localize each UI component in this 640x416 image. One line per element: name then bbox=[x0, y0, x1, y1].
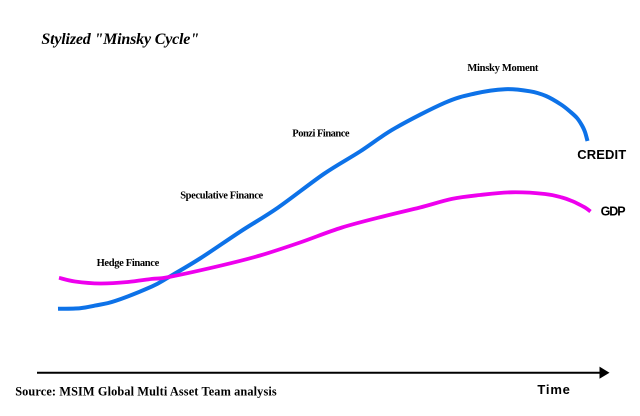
svg-text:Minsky Moment: Minsky Moment bbox=[467, 63, 539, 74]
svg-text:Stylized "Minsky Cycle": Stylized "Minsky Cycle" bbox=[41, 31, 199, 48]
svg-text:Time: Time bbox=[537, 382, 570, 397]
svg-text:CREDIT: CREDIT bbox=[577, 147, 626, 162]
svg-text:Source: MSIM Global Multi Asse: Source: MSIM Global Multi Asset Team ana… bbox=[15, 384, 277, 398]
svg-text:Hedge Finance: Hedge Finance bbox=[97, 258, 160, 269]
svg-text:GDP: GDP bbox=[601, 205, 626, 219]
svg-text:Ponzi Finance: Ponzi Finance bbox=[292, 129, 350, 140]
svg-text:Speculative Finance: Speculative Finance bbox=[180, 190, 263, 201]
